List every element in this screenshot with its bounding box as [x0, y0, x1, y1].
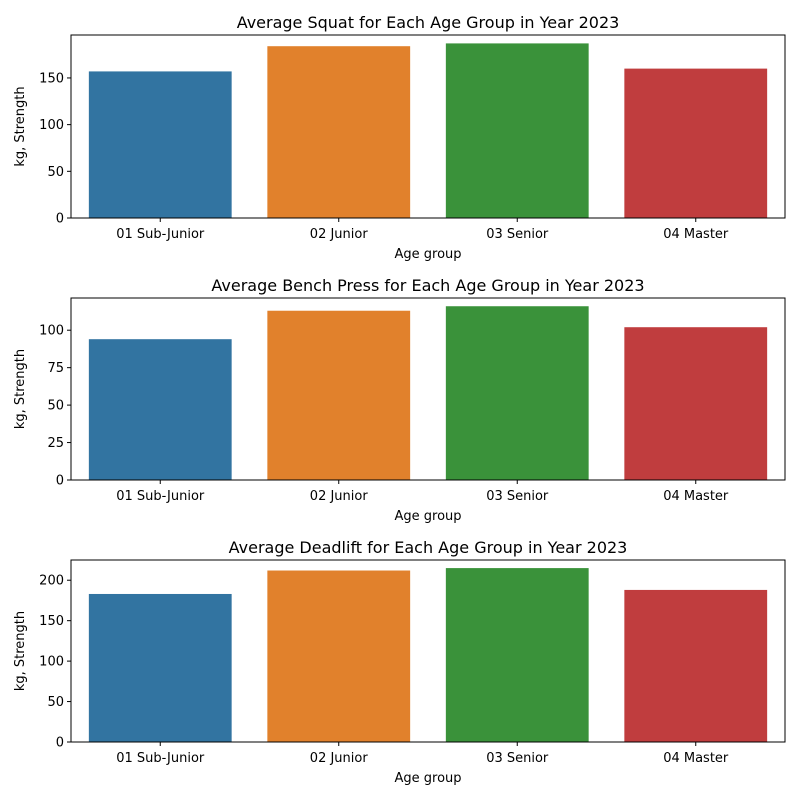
y-axis-label: kg, Strength [13, 611, 28, 691]
x-tick-label: 01 Sub-Junior [116, 489, 205, 504]
chart-title: Average Deadlift for Each Age Group in Y… [229, 538, 628, 557]
y-tick-label: 50 [47, 399, 64, 414]
bar-01-sub-junior [88, 593, 232, 742]
x-tick-label: 02 Junior [310, 489, 369, 504]
bar-02-junior [267, 570, 411, 742]
bar-04-master [624, 589, 768, 742]
x-tick-label: 02 Junior [310, 751, 369, 766]
x-tick-label: 01 Sub-Junior [116, 227, 205, 242]
plot-frame [70, 34, 786, 219]
x-tick-label: 03 Senior [486, 227, 549, 242]
bar-03-senior [445, 306, 589, 480]
x-tick-label: 04 Master [663, 489, 729, 504]
x-tick-label: 04 Master [663, 751, 729, 766]
bar-02-junior [267, 46, 411, 218]
y-tick-label: 0 [56, 212, 64, 227]
x-axis-label: Age group [394, 771, 461, 786]
y-tick-label: 50 [47, 695, 64, 710]
y-tick-label: 75 [47, 361, 64, 376]
bar-01-sub-junior [88, 71, 232, 218]
bar-04-master [624, 327, 768, 480]
y-tick-label: 100 [39, 655, 64, 670]
y-tick-label: 0 [56, 736, 64, 751]
y-tick-label: 25 [47, 436, 64, 451]
bar-03-senior [445, 43, 589, 218]
chart-title: Average Squat for Each Age Group in Year… [237, 13, 620, 32]
y-tick-label: 100 [39, 118, 64, 133]
plot-frame [70, 559, 786, 743]
x-axis-label: Age group [394, 509, 461, 524]
bar-04-master [624, 68, 768, 218]
y-tick-label: 150 [39, 614, 64, 629]
x-tick-label: 03 Senior [486, 489, 549, 504]
x-tick-label: 01 Sub-Junior [116, 751, 205, 766]
bar-01-sub-junior [88, 339, 232, 480]
y-tick-label: 100 [39, 324, 64, 339]
x-axis-label: Age group [394, 247, 461, 262]
bar-02-junior [267, 310, 411, 480]
bar-03-senior [445, 568, 589, 742]
y-axis-label: kg, Strength [13, 86, 28, 166]
y-axis-label: kg, Strength [13, 349, 28, 429]
chart-panel-3: 0 50 100 150 200 01 Sub-Junior 02 Junior 03 Sen… [13, 538, 786, 786]
y-tick-label: 150 [39, 71, 64, 86]
y-tick-label: 0 [56, 474, 64, 489]
plot-frame [70, 297, 786, 481]
chart-panel-1: 0 50 100 150 01 Sub-Junior 02 Junior 03 Senior… [13, 13, 786, 262]
y-tick-label: 50 [47, 165, 64, 180]
x-tick-label: 04 Master [663, 227, 729, 242]
x-tick-label: 02 Junior [310, 227, 369, 242]
x-tick-label: 03 Senior [486, 751, 549, 766]
y-tick-label: 200 [39, 574, 64, 589]
chart-title: Average Bench Press for Each Age Group i… [211, 276, 644, 295]
chart-panel-2: 0 25 50 75 100 01 Sub-Junior 02 Junior 03 Senio… [13, 276, 786, 524]
